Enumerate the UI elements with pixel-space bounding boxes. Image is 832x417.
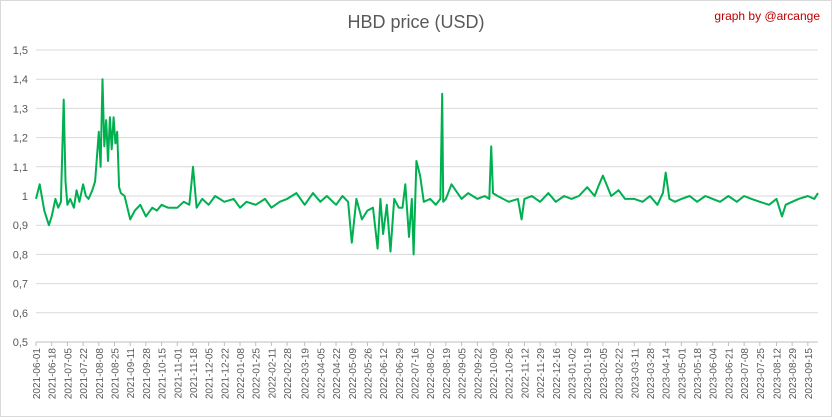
x-tick-label: 2021-09-28: [142, 348, 153, 400]
x-tick-label: 2022-12-16: [552, 348, 563, 400]
x-tick-label: 2022-09-22: [473, 348, 484, 400]
x-tick-label: 2022-04-22: [332, 348, 343, 400]
x-tick-label: 2023-09-15: [804, 348, 815, 400]
x-tick-label: 2022-11-12: [520, 348, 531, 399]
x-tick-label: 2022-10-09: [489, 348, 500, 400]
chart-title: HBD price (USD): [347, 12, 485, 32]
y-tick-label: 1,1: [13, 162, 28, 174]
x-tick-label: 2023-07-25: [756, 348, 767, 400]
x-tick-label: 2023-02-22: [615, 348, 626, 400]
x-tick-label: 2021-07-22: [79, 348, 90, 400]
x-tick-label: 2021-06-01: [32, 348, 43, 400]
x-tick-label: 2022-04-05: [316, 348, 327, 400]
x-tick-label: 2022-09-05: [458, 348, 469, 400]
x-tick-label: 2022-05-26: [363, 348, 374, 400]
y-tick-label: 0,9: [13, 220, 28, 232]
x-tick-label: 2022-03-19: [301, 348, 312, 400]
x-tick-label: 2022-05-09: [348, 348, 359, 400]
x-tick-label: 2022-08-02: [426, 348, 437, 400]
x-tick-label: 2023-06-21: [724, 348, 735, 400]
x-tick-label: 2023-08-29: [788, 348, 799, 400]
x-tick-label: 2022-06-12: [379, 348, 390, 400]
x-tick-label: 2021-06-18: [48, 348, 59, 400]
x-tick-label: 2021-10-15: [158, 348, 169, 400]
x-tick-label: 2022-11-29: [536, 348, 547, 399]
y-tick-label: 0,5: [13, 337, 28, 349]
x-tick-label: 2022-08-19: [442, 348, 453, 400]
y-axis-tick-labels: 0,5 0,6 0,7 0,8 0,9 1 1,1 1,2 1,3 1,4 1,5: [13, 45, 28, 349]
x-tick-label: 2022-02-28: [283, 348, 294, 400]
x-tick-label: 2023-03-11: [630, 348, 641, 399]
x-tick-label: 2023-01-19: [583, 348, 594, 400]
y-tick-label: 1,5: [13, 45, 28, 57]
x-tick-label: 2021-12-05: [205, 348, 216, 400]
series-line: [35, 78, 819, 256]
y-tick-label: 1,2: [13, 133, 28, 145]
x-tick-label: 2023-07-08: [740, 348, 751, 400]
y-tick-label: 1: [22, 191, 28, 203]
x-tick-label: 2022-07-16: [411, 348, 422, 400]
x-tick-label: 2023-05-18: [693, 348, 704, 400]
x-tick-label: 2023-04-14: [662, 348, 673, 400]
x-tick-label: 2021-09-11: [126, 348, 137, 399]
y-tick-label: 0,7: [13, 279, 28, 291]
x-tick-label: 2022-01-25: [252, 348, 263, 400]
x-axis-tick-labels: 2021-06-01 2021-06-18 2021-07-05 2021-07-22…: [32, 342, 815, 399]
x-tick-label: 2023-03-28: [646, 348, 657, 400]
x-tick-label: 2023-01-02: [567, 348, 578, 400]
x-tick-label: 2021-08-08: [95, 348, 106, 400]
x-tick-label: 2022-10-26: [505, 348, 516, 400]
series-layer: [35, 78, 819, 256]
x-tick-label: 2023-05-01: [677, 348, 688, 400]
x-tick-label: 2023-06-04: [709, 348, 720, 400]
x-tick-label: 2022-01-08: [236, 348, 247, 400]
gridlines: [36, 49, 818, 343]
y-tick-label: 1,4: [13, 74, 28, 86]
y-tick-label: 1,3: [13, 103, 28, 115]
x-tick-label: 2021-08-25: [110, 348, 121, 400]
x-tick-label: 2021-11-18: [189, 348, 200, 399]
x-tick-label: 2021-07-05: [63, 348, 74, 400]
x-tick-label: 2022-02-11: [267, 348, 278, 399]
x-tick-label: 2021-11-01: [173, 348, 184, 399]
chart-credit: graph by @arcange: [714, 9, 820, 23]
y-tick-label: 0,6: [13, 308, 28, 320]
x-tick-label: 2023-08-12: [772, 348, 783, 400]
x-tick-label: 2021-12-22: [220, 348, 231, 400]
x-tick-label: 2023-02-05: [599, 348, 610, 400]
y-tick-label: 0,8: [13, 249, 28, 261]
x-tick-label: 2022-06-29: [395, 348, 406, 400]
